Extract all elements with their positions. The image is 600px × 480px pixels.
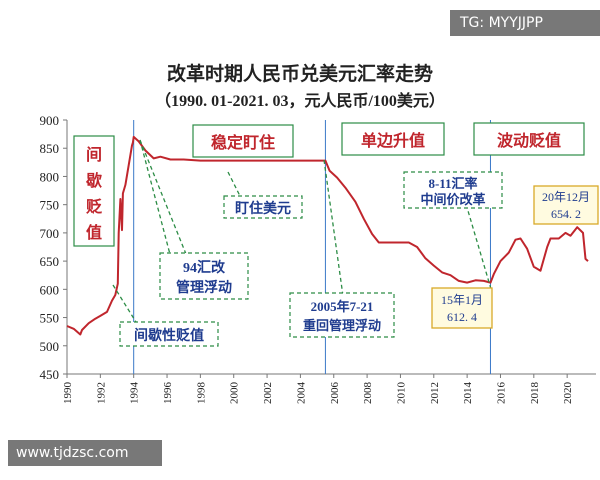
x-tick-label: 2010 [395,382,407,405]
annotation-94-reform: 94汇改 管理浮动 [159,252,249,300]
period-label-appreciation: 单边升值 [341,122,445,156]
y-tick-label: 500 [40,339,60,354]
period-label-fluctuation-text: 波动贬值 [497,131,561,150]
x-tick-label: 2020 [562,382,574,405]
leader-intermittent [112,284,137,323]
x-tick-label: 1996 [162,382,174,405]
annotation-jan-2015-line1: 15年1月 [441,293,483,307]
annotation-leaders [112,139,492,323]
period-label-stable: 稳定盯住 [192,124,294,158]
annotation-2005-reform-line1: 2005年7-21 [311,299,374,314]
x-tick-label: 2006 [329,382,341,405]
period-label-intermittent-text: 间歇贬值 [85,145,103,242]
watermark-top-right: TG: MYYJJPP [450,10,600,36]
annotation-peg-usd: 盯住美元 [223,195,303,219]
period-label-appreciation-text: 单边升值 [361,131,425,150]
x-tick-label: 2018 [529,382,541,405]
annotation-2005-reform-line2: 重回管理浮动 [303,318,381,333]
annotation-811-reform-line2: 中间价改革 [420,192,485,207]
x-tick-label: 2004 [295,382,307,405]
annotation-peg-usd-text: 盯住美元 [235,200,291,217]
x-tick-label: 2012 [429,382,441,404]
chart-marks: 450 500 550 600 650 700 750 800 850 900 1990 1992 19… [40,113,589,404]
y-tick-label: 600 [40,282,60,297]
annotation-dec-2020: 20年12月 654. 2 [533,185,599,225]
annotation-intermittent-depreciation: 间歇性贬值 [119,321,219,347]
x-tick-label: 2014 [462,382,474,405]
annotation-jan-2015: 15年1月 612. 4 [431,287,493,329]
watermark-bottom-left: www.tjdzsc.com [8,440,162,466]
x-tick-label: 1998 [195,382,207,405]
period-label-stable-text: 稳定盯住 [211,133,275,152]
y-tick-label: 550 [40,311,60,326]
y-tick-label: 650 [40,254,60,269]
leader-peg-usd [227,171,241,197]
annotation-94-reform-line1: 94汇改 [183,259,226,276]
leader-2005-reform [323,159,344,297]
chart-subtitle: （1990. 01-2021. 03，元人民币/100美元） [155,91,445,110]
annotation-811-reform-line1: 8-11汇率 [428,176,477,191]
annotation-dec-2020-line2: 654. 2 [551,207,581,221]
x-tick-label: 2002 [262,382,274,404]
y-tick-label: 900 [40,113,60,128]
series-line [66,135,589,336]
chart-title: 改革时期人民币兑美元汇率走势 [167,62,433,85]
x-tick-label: 2000 [229,382,241,405]
annotation-intermittent-text: 间歇性贬值 [134,327,204,344]
annotation-dec-2020-line1: 20年12月 [542,190,590,204]
y-tick-label: 800 [40,169,60,184]
annotation-94-reform-line2: 管理浮动 [176,279,232,296]
period-label-intermittent: 间歇贬值 [73,135,115,247]
annotation-2005-reform: 2005年7-21 重回管理浮动 [289,292,395,338]
x-tick-label: 2016 [495,382,507,405]
x-tick-label: 2008 [362,382,374,405]
plot-frame [66,120,596,375]
annotation-811-reform: 8-11汇率 中间价改革 [403,171,503,209]
y-tick-label: 450 [40,367,60,382]
x-tick-label: 1992 [95,382,107,404]
annotation-jan-2015-line2: 612. 4 [447,310,477,324]
leader-94-reform-b [139,139,173,263]
x-tick-label: 1994 [129,382,141,405]
y-tick-label: 700 [40,226,60,241]
x-tick-label: 1990 [62,382,74,405]
leader-811-reform [465,203,492,290]
y-tick-label: 850 [40,141,60,156]
y-tick-label: 750 [40,198,60,213]
period-label-fluctuation: 波动贬值 [473,122,585,156]
